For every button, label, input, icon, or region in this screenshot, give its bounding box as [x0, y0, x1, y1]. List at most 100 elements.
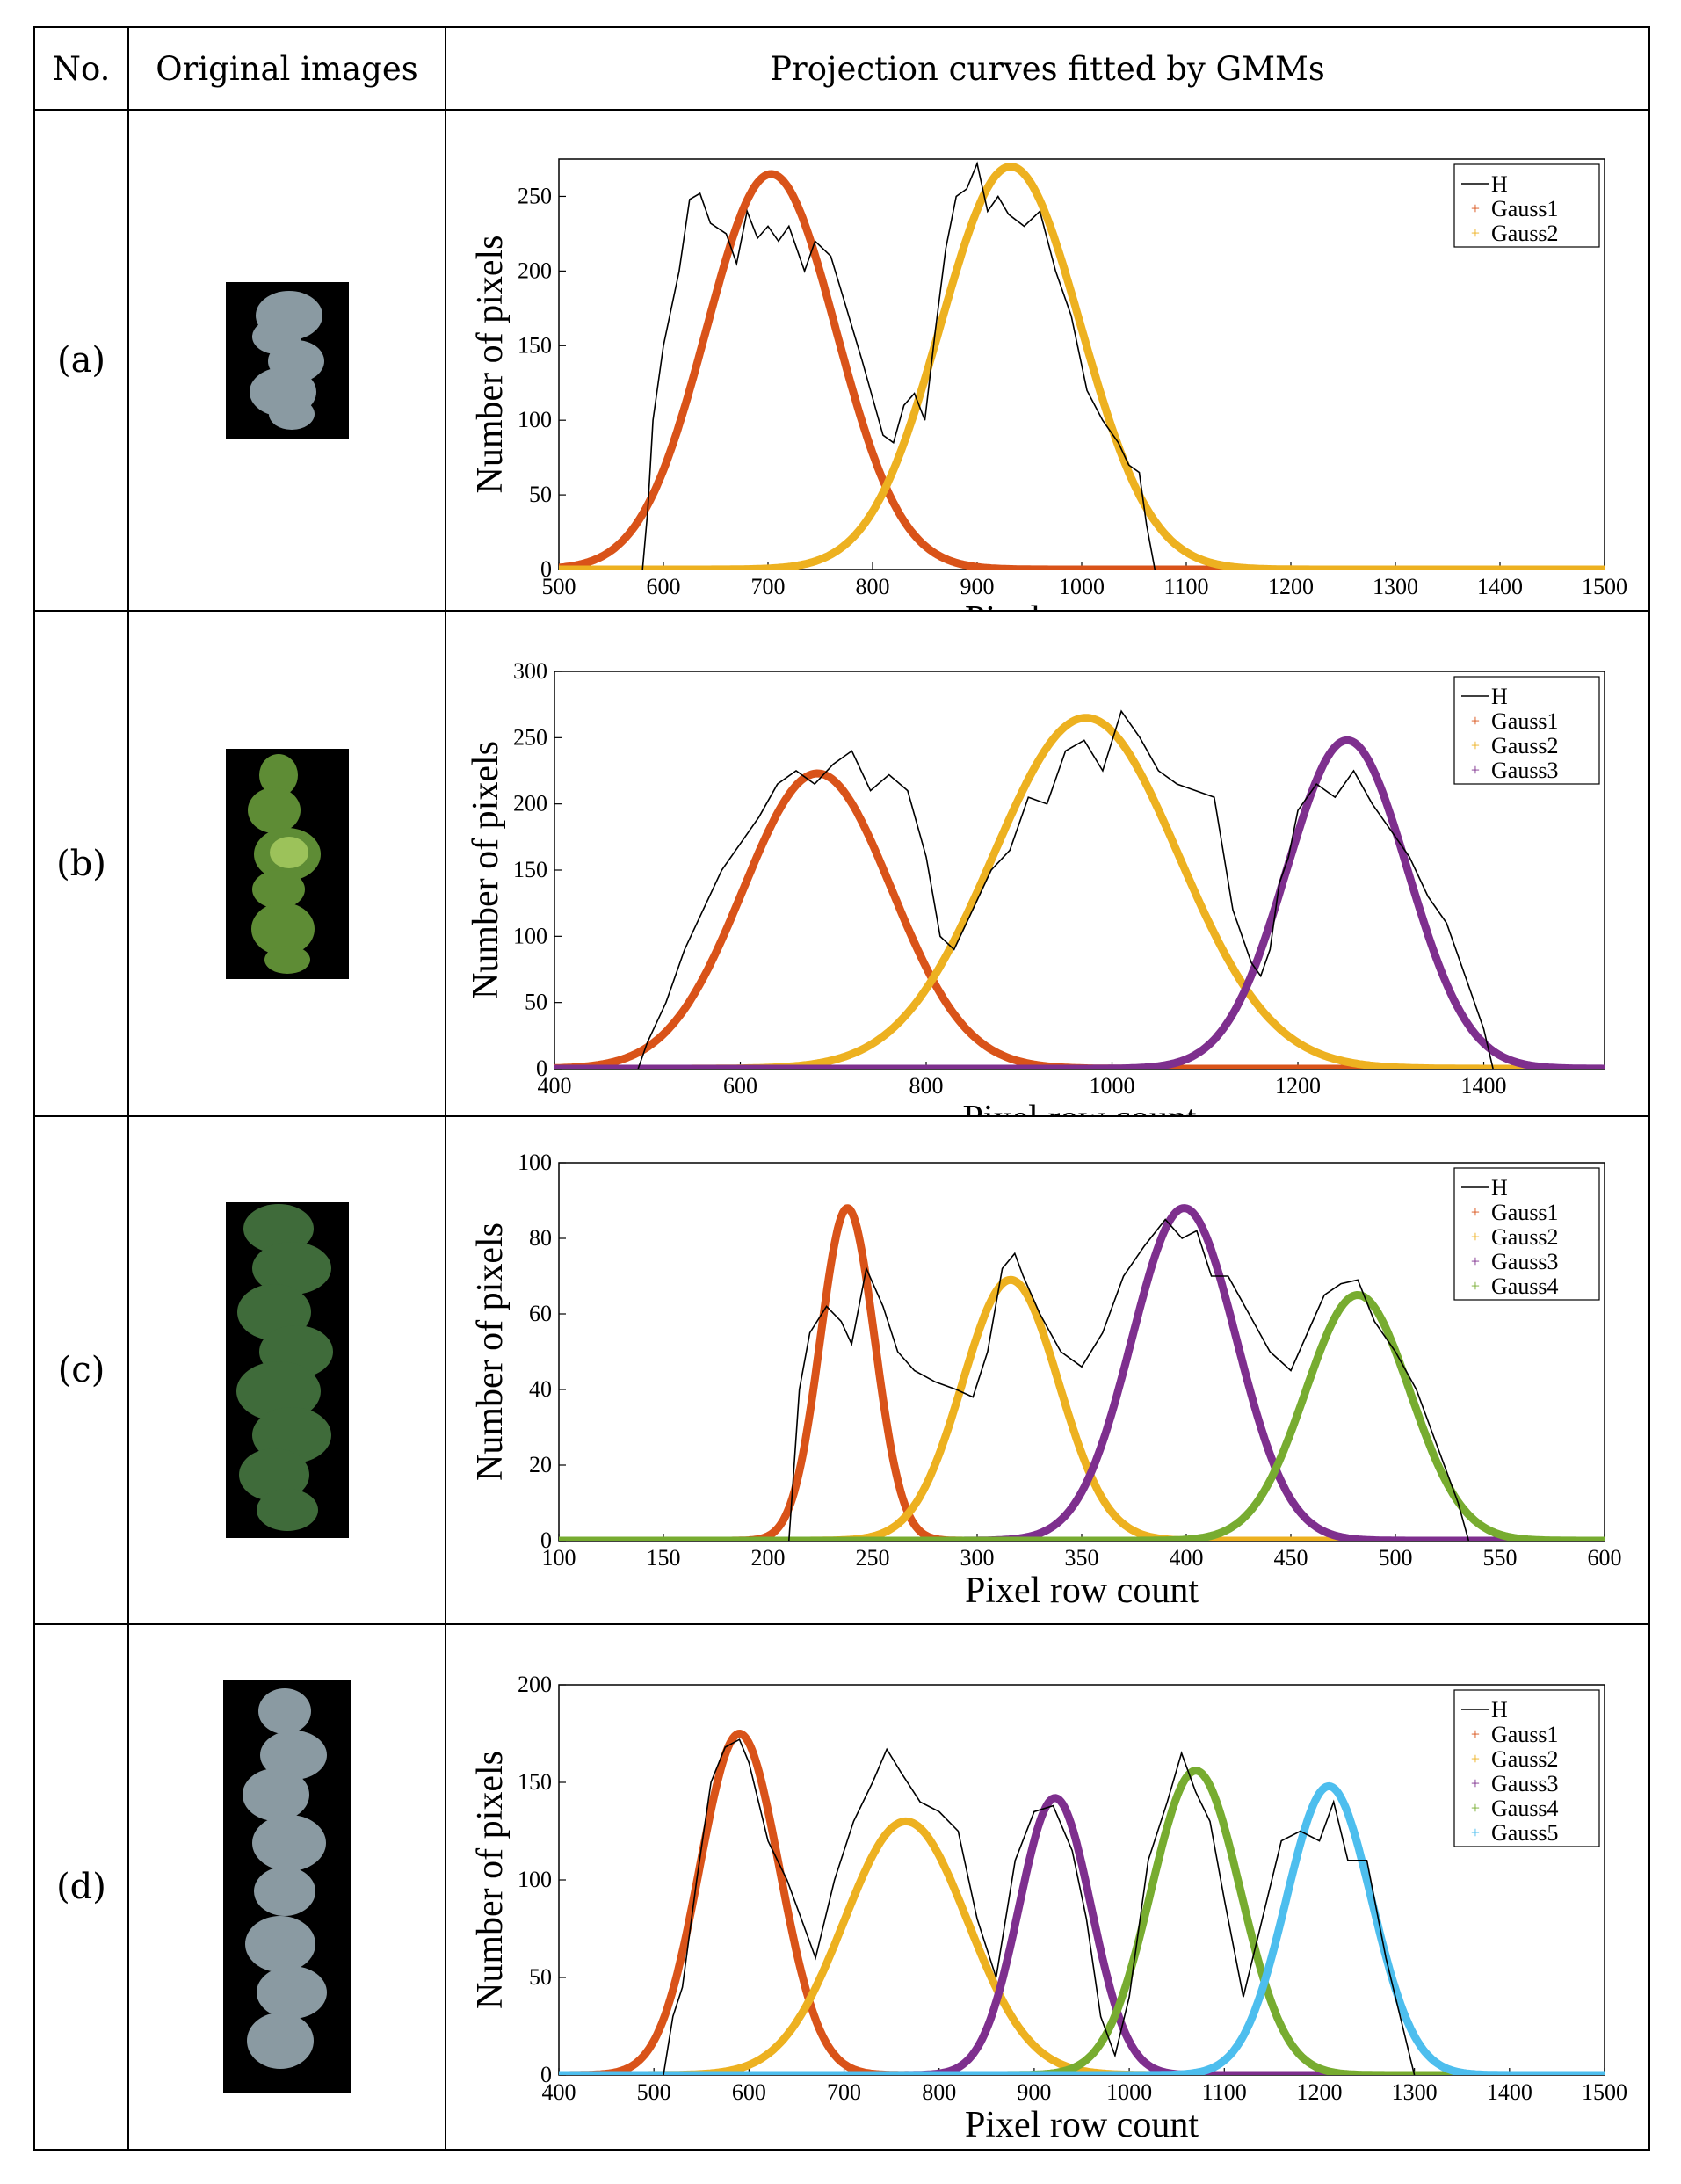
plant-image [235, 1204, 333, 1531]
chart-cell-b: 400 600 800 1000 1200 1400 0 50 100 150 200 250 300 P… [445, 610, 1650, 1117]
legend-label: H [1491, 684, 1508, 709]
y-axis-label: Number of pixels [470, 1223, 511, 1481]
x-tick-label: 900 [960, 574, 995, 599]
x-axis-label: Pixel row count [963, 1099, 1197, 1117]
series-gauss4 [559, 1767, 1605, 2075]
legend-label: H [1491, 1697, 1508, 1723]
legend-label: Gauss2 [1491, 1746, 1559, 1772]
gmm-chart-b: 400 600 800 1000 1200 1400 0 50 100 150 200 250 300 P… [466, 658, 1605, 1117]
row-label: (a) [33, 109, 129, 612]
y-tick-label: 150 [518, 332, 552, 358]
legend-label: Gauss1 [1491, 196, 1559, 221]
legend-label: Gauss1 [1491, 708, 1559, 734]
gmm-chart-d: 400 500 600 700 800 900 1000 1100 1200 1300 1400 15… [470, 1672, 1627, 2145]
table-row: (b) 400 600 800 1000 1200 1400 0 50 100 150 200 250… [33, 610, 1650, 1117]
x-tick-label: 1500 [1582, 574, 1627, 599]
legend-marker: + [1471, 200, 1480, 217]
legend-marker: + [1471, 1774, 1480, 1792]
plot-area [559, 161, 1605, 570]
original-image [223, 1680, 351, 2093]
y-tick-label: 0 [540, 1527, 552, 1553]
x-tick-label: 1100 [1163, 574, 1208, 599]
gmm-chart-c: 100 150 200 250 300 350 400 450 500 550 600 0 20 40 60… [470, 1150, 1622, 1611]
y-tick-label: 100 [513, 923, 547, 948]
series-h [637, 709, 1494, 1069]
legend-marker: + [1471, 1277, 1480, 1295]
series-gauss2 [559, 163, 1605, 570]
y-axis-label: Number of pixels [466, 741, 506, 999]
x-tick-label: 500 [1379, 1545, 1413, 1571]
y-tick-label: 200 [518, 1672, 552, 1697]
y-tick-label: 150 [513, 857, 547, 882]
header-projection-curves: Projection curves fitted by GMMs [445, 26, 1650, 111]
x-tick-label: 150 [647, 1545, 681, 1571]
x-tick-label: 400 [542, 2079, 576, 2105]
x-tick-label: 600 [647, 574, 681, 599]
x-tick-label: 300 [960, 1545, 995, 1571]
x-tick-label: 100 [542, 1545, 576, 1571]
y-tick-label: 0 [536, 1056, 547, 1081]
x-tick-label: 500 [542, 574, 576, 599]
x-tick-label: 1400 [1461, 1073, 1507, 1099]
y-tick-label: 0 [540, 556, 552, 582]
original-image-cell [127, 610, 446, 1117]
x-tick-label: 1400 [1487, 2079, 1532, 2105]
table-row: (d) 400 500 600 700 800 900 1000 1100 1200 1300 14… [33, 1623, 1650, 2151]
x-tick-label: 800 [856, 574, 890, 599]
series-gauss2 [559, 1275, 1605, 1541]
chart-cell-a: 500 600 700 800 900 1000 1100 1200 1300 1400 1500 0… [445, 109, 1650, 612]
y-tick-label: 100 [518, 1150, 552, 1175]
legend-marker: + [1471, 1750, 1480, 1767]
header-row: No. Original images Projection curves fi… [33, 26, 1650, 111]
plant-image [243, 1688, 327, 2069]
x-tick-label: 400 [1170, 1545, 1204, 1571]
y-axis-label: Number of pixels [470, 1751, 511, 2009]
legend-marker: + [1471, 736, 1480, 754]
y-tick-label: 250 [518, 183, 552, 208]
series-gauss1 [559, 1730, 1605, 2075]
x-tick-label: 550 [1483, 1545, 1518, 1571]
gmm-chart-a: 500 600 700 800 900 1000 1100 1200 1300 1400 1500 0… [470, 158, 1627, 612]
legend-label: Gauss3 [1491, 758, 1559, 783]
y-tick-label: 100 [518, 1867, 552, 1892]
legend-label: Gauss2 [1491, 221, 1559, 246]
x-axis-label: Pixel row count [965, 1571, 1199, 1611]
x-tick-label: 600 [732, 2079, 766, 2105]
series-gauss3 [559, 1204, 1605, 1541]
chart-cell-d: 400 500 600 700 800 900 1000 1100 1200 1300 1400 15… [445, 1623, 1650, 2151]
legend-marker: + [1471, 1228, 1480, 1245]
legend-label: Gauss1 [1491, 1200, 1559, 1225]
series-gauss5 [559, 1781, 1605, 2075]
chart-cell-c: 100 150 200 250 300 350 400 450 500 550 600 0 20 40 60… [445, 1115, 1650, 1625]
x-tick-label: 1200 [1275, 1073, 1321, 1099]
series-gauss3 [559, 1794, 1605, 2075]
plot-frame [554, 671, 1605, 1070]
legend-box [1453, 676, 1600, 785]
y-tick-label: 200 [513, 791, 547, 816]
legend-box [1453, 1689, 1600, 1847]
plot-area [559, 1204, 1605, 1541]
x-tick-label: 1200 [1268, 574, 1314, 599]
plot-area [554, 709, 1605, 1069]
legend-label: Gauss3 [1491, 1249, 1559, 1274]
y-tick-label: 50 [529, 1964, 552, 1990]
x-axis-label: Pixel row count [965, 2105, 1199, 2145]
x-tick-label: 1100 [1202, 2079, 1247, 2105]
original-image-cell [127, 1623, 446, 2151]
x-tick-label: 250 [856, 1545, 890, 1571]
table-row: (a) 500 600 700 800 900 1000 1100 1200 1300 1400 1… [33, 109, 1650, 612]
legend-label: Gauss4 [1491, 1273, 1559, 1299]
x-tick-label: 600 [1588, 1545, 1622, 1571]
x-tick-label: 700 [827, 2079, 861, 2105]
x-tick-label: 1500 [1582, 2079, 1627, 2105]
y-tick-label: 20 [529, 1452, 552, 1477]
original-image [225, 1202, 349, 1538]
x-tick-label: 700 [751, 574, 786, 599]
series-h [641, 161, 1156, 570]
x-tick-label: 1300 [1373, 574, 1418, 599]
x-tick-label: 1300 [1392, 2079, 1438, 2105]
x-tick-label: 800 [922, 2079, 956, 2105]
row-label: (b) [33, 610, 129, 1117]
header-no: No. [33, 26, 129, 111]
x-tick-label: 1200 [1296, 2079, 1342, 2105]
